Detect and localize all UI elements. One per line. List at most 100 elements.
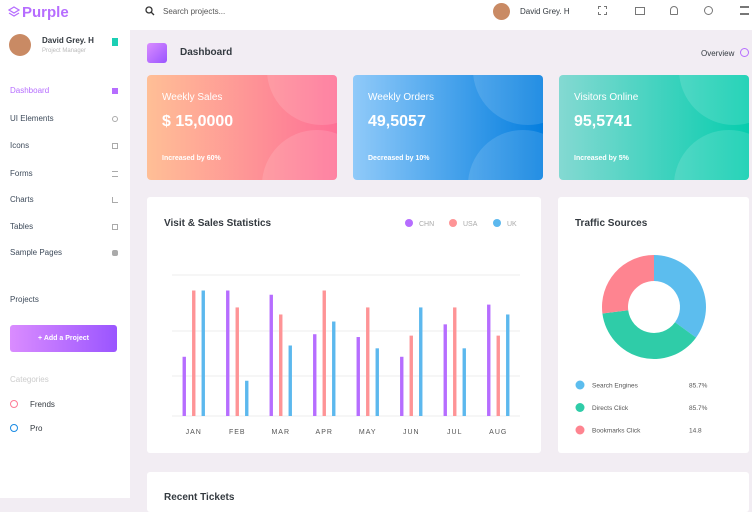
bar xyxy=(366,307,370,416)
stat-note: Increased by 60% xyxy=(162,155,221,162)
search-icon xyxy=(145,6,155,16)
bar xyxy=(462,348,466,416)
legend-label: CHN xyxy=(419,221,434,228)
nav-item[interactable]: Dashboard xyxy=(10,86,50,95)
avatar[interactable] xyxy=(493,3,510,20)
bar xyxy=(235,307,239,416)
legend-label: Directs Click xyxy=(592,405,629,412)
search-input[interactable]: Search projects... xyxy=(163,7,226,16)
tickets-card: Recent Tickets xyxy=(147,472,749,512)
nav-icon xyxy=(112,88,118,94)
menu-icon[interactable] xyxy=(740,6,749,15)
x-tick-label: JAN xyxy=(186,429,202,436)
bar xyxy=(400,356,404,416)
category-dot xyxy=(10,400,18,408)
bar xyxy=(453,307,457,416)
x-tick-label: APR xyxy=(316,429,333,436)
bar xyxy=(375,348,379,416)
nav-icon xyxy=(112,143,118,149)
add-project-button[interactable]: + Add a Project xyxy=(10,325,117,352)
bar-card: Visit & Sales Statistics CHN USA UK JAN FEB MA… xyxy=(147,197,541,453)
x-tick-label: AUG xyxy=(489,429,507,436)
stat-card: Weekly Orders 49,5057 Decreased by 10% xyxy=(353,75,543,180)
category-dot xyxy=(10,424,18,432)
category-item[interactable]: Frends xyxy=(30,400,55,409)
x-tick-label: MAY xyxy=(359,429,377,436)
x-tick-label: JUL xyxy=(447,429,462,436)
bar xyxy=(487,304,491,416)
bar xyxy=(279,314,283,416)
legend-dot xyxy=(493,219,501,227)
bar xyxy=(269,294,273,416)
bar xyxy=(496,335,500,416)
bar xyxy=(443,324,447,416)
bar xyxy=(332,321,336,416)
legend-stat: 85.7% xyxy=(689,405,708,412)
nav-item[interactable]: Charts xyxy=(10,195,34,204)
fullscreen-icon[interactable] xyxy=(598,6,607,15)
bookmark-icon xyxy=(112,38,118,46)
profile-role: Project Manager xyxy=(42,48,87,54)
x-tick-label: FEB xyxy=(229,429,246,436)
legend-dot xyxy=(575,403,585,412)
bar xyxy=(356,337,360,416)
bar xyxy=(182,356,186,416)
bar xyxy=(226,290,230,416)
nav-icon xyxy=(112,250,118,256)
nav-item[interactable]: Sample Pages xyxy=(10,248,63,257)
legend-dot xyxy=(575,425,585,435)
user-menu[interactable]: David Grey. H xyxy=(520,7,570,16)
stat-value: 95,5741 xyxy=(574,113,632,130)
stat-note: Decreased by 10% xyxy=(368,155,430,162)
profile-name: David Grey. H xyxy=(42,36,94,45)
stat-title: Weekly Orders xyxy=(368,92,434,103)
brand[interactable]: Purple xyxy=(22,4,69,21)
stat-card: Visitors Online 95,5741 Increased by 5% xyxy=(559,75,749,180)
power-icon[interactable] xyxy=(704,6,713,15)
legend-label: Search Engines xyxy=(592,383,639,390)
stat-value: 49,5057 xyxy=(368,113,426,130)
legend-stat: 14.8 xyxy=(689,428,702,435)
legend-label: Bookmarks Click xyxy=(592,428,641,435)
overview-link[interactable]: Overview xyxy=(701,49,735,58)
pie-slice xyxy=(602,310,697,359)
stat-value: $ 15,0000 xyxy=(162,113,234,130)
page-icon xyxy=(147,43,167,63)
nav-icon xyxy=(112,197,118,203)
stat-title: Weekly Sales xyxy=(162,92,223,103)
pie-slice xyxy=(654,255,706,338)
bar xyxy=(288,345,292,416)
pie-slice xyxy=(602,255,654,314)
bar xyxy=(192,290,196,416)
pie-card: Traffic Sources Search Engines 85.7% Direct… xyxy=(558,197,749,453)
legend-label: USA xyxy=(463,221,478,228)
stat-title: Visitors Online xyxy=(574,92,639,103)
legend-label: UK xyxy=(507,221,517,228)
bar xyxy=(322,290,326,416)
bar xyxy=(419,307,423,416)
chart-title: Visit & Sales Statistics xyxy=(164,218,272,229)
projects-heading: Projects xyxy=(10,295,39,304)
nav-item[interactable]: Forms xyxy=(10,169,33,178)
bar xyxy=(506,314,510,416)
navbar: Purple Search projects... David Grey. H xyxy=(0,0,752,30)
chart-title: Traffic Sources xyxy=(575,218,648,229)
nav-item[interactable]: Icons xyxy=(10,141,30,150)
bell-icon[interactable] xyxy=(670,6,678,15)
bar xyxy=(201,290,205,416)
nav-icon xyxy=(112,116,118,122)
x-tick-label: MAR xyxy=(271,429,290,436)
profile-avatar xyxy=(9,34,31,56)
category-item[interactable]: Pro xyxy=(30,424,43,433)
pie-chart: Traffic Sources Search Engines 85.7% Direct… xyxy=(575,218,708,435)
nav-item[interactable]: Tables xyxy=(10,222,34,231)
mail-icon[interactable] xyxy=(635,7,645,15)
sidebar: David Grey. H Project Manager Dashboard … xyxy=(0,30,130,498)
page-title: Dashboard xyxy=(180,47,233,58)
nav-item[interactable]: UI Elements xyxy=(10,114,54,123)
bar-chart: Visit & Sales Statistics CHN USA UK JAN FEB MA… xyxy=(164,218,520,436)
stat-note: Increased by 5% xyxy=(574,155,629,162)
brand-icon xyxy=(8,6,20,17)
bar xyxy=(245,380,249,416)
